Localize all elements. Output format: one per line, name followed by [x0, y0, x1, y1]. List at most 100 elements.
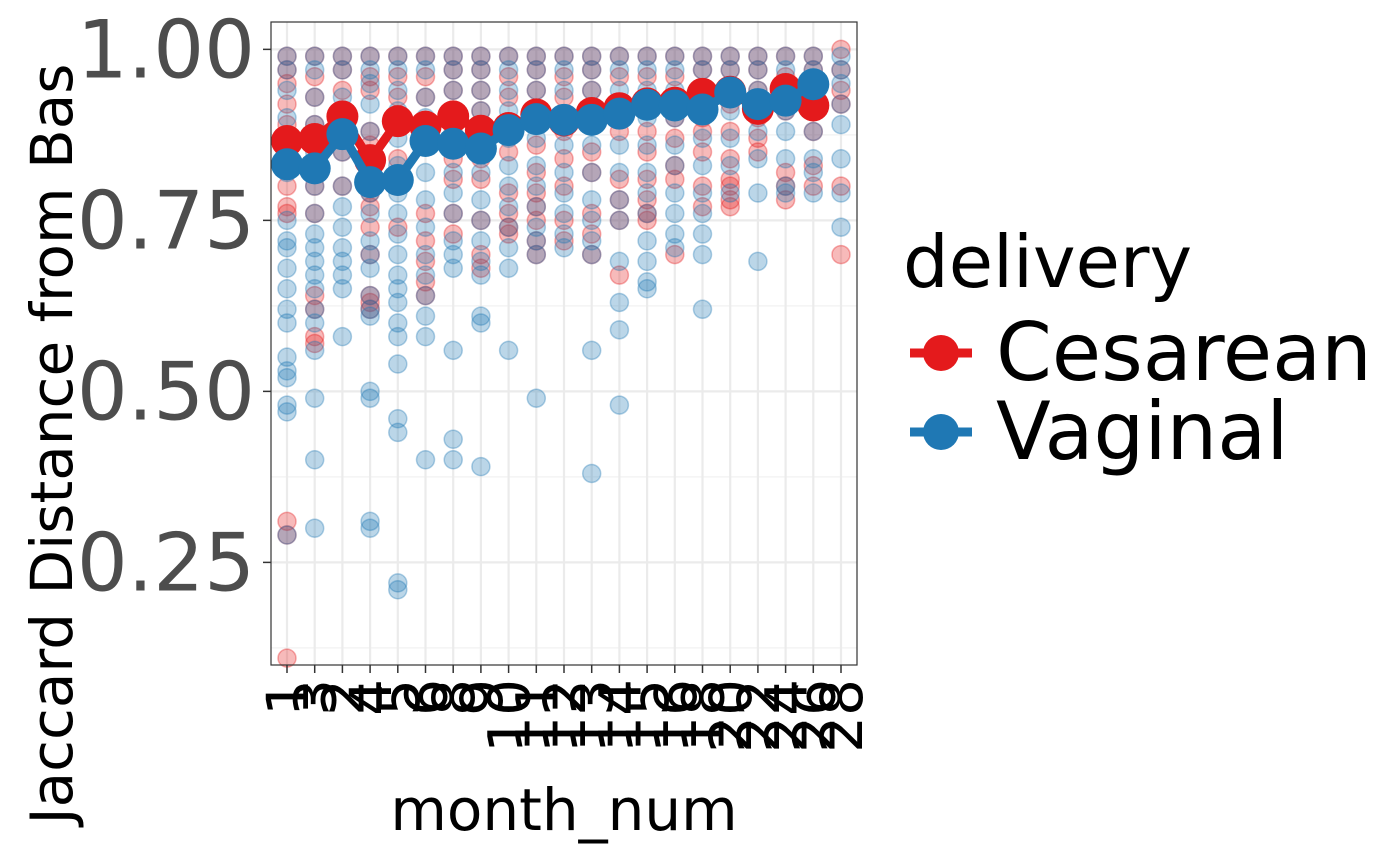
data-point-vaginal	[277, 395, 297, 415]
data-point-cesarean	[304, 46, 325, 66]
data-point-vaginal	[388, 422, 408, 443]
data-point-cesarean	[775, 46, 796, 66]
data-point-cesarean	[443, 203, 463, 224]
data-point-cesarean	[360, 80, 380, 101]
data-point-vaginal	[637, 272, 657, 292]
data-point-vaginal	[581, 46, 602, 66]
data-point-vaginal	[360, 381, 380, 402]
data-point-vaginal	[498, 46, 519, 66]
data-point-vaginal	[388, 313, 408, 333]
data-point-vaginal	[304, 60, 325, 80]
legend-label: Vaginal	[996, 385, 1289, 478]
data-point-vaginal	[831, 217, 851, 237]
data-point-cesarean	[720, 121, 740, 142]
x-tick-label: 4	[337, 679, 405, 716]
x-tick-label: 5	[365, 679, 433, 716]
data-point-vaginal	[388, 244, 408, 265]
data-point-vaginal	[388, 80, 408, 101]
x-tick-label: 3	[282, 679, 350, 716]
x-tick-label: 2	[309, 679, 377, 716]
data-point-cesarean	[277, 94, 297, 114]
data-point-vaginal	[277, 108, 297, 128]
data-point-vaginal	[277, 279, 297, 299]
data-point-vaginal	[415, 265, 436, 285]
data-point-cesarean	[609, 66, 630, 87]
data-point-cesarean	[498, 217, 519, 237]
data-point-cesarean	[581, 244, 602, 265]
data-point-vaginal	[665, 46, 685, 66]
y-axis-title: Jaccard Distance from Bas	[18, 63, 86, 827]
data-point-vaginal	[637, 251, 657, 272]
data-point-vaginal	[720, 183, 740, 203]
data-point-cesarean	[609, 265, 630, 285]
data-point-vaginal	[554, 60, 574, 80]
data-point-vaginal	[304, 450, 325, 470]
data-point-vaginal	[388, 265, 408, 285]
mean-point-vaginal	[437, 127, 470, 160]
data-point-cesarean	[360, 121, 380, 142]
data-point-cesarean	[415, 231, 436, 251]
data-point-vaginal	[360, 121, 380, 142]
data-point-vaginal	[665, 183, 685, 203]
data-point-vaginal	[304, 251, 325, 272]
data-point-cesarean	[720, 190, 740, 210]
data-point-vaginal	[637, 183, 657, 203]
data-point-cesarean	[388, 46, 408, 66]
mean-point-vaginal	[575, 103, 608, 136]
data-point-vaginal	[277, 347, 297, 367]
data-point-vaginal	[831, 73, 851, 94]
data-point-cesarean	[526, 46, 547, 66]
data-point-vaginal	[443, 244, 463, 265]
data-point-vaginal	[360, 244, 380, 265]
data-point-cesarean	[637, 203, 657, 224]
data-point-vaginal	[332, 46, 353, 66]
data-point-cesarean	[443, 169, 463, 190]
data-point-cesarean	[443, 80, 463, 101]
data-point-vaginal	[692, 244, 713, 265]
data-point-vaginal	[581, 162, 602, 183]
data-point-cesarean	[360, 244, 380, 265]
data-point-vaginal	[388, 203, 408, 224]
data-point-vaginal	[748, 46, 768, 66]
data-point-cesarean	[304, 203, 325, 224]
data-point-vaginal	[803, 149, 824, 169]
mean-point-vaginal	[769, 84, 802, 117]
data-point-cesarean	[332, 80, 353, 101]
x-tick-label: 10	[476, 679, 544, 753]
data-point-vaginal	[443, 450, 463, 470]
x-tick-label: 1	[254, 679, 322, 716]
data-point-vaginal	[415, 217, 436, 237]
data-point-vaginal	[304, 518, 325, 538]
data-point-vaginal	[388, 580, 408, 600]
data-point-vaginal	[831, 114, 851, 135]
data-point-vaginal	[609, 46, 630, 66]
data-point-vaginal	[388, 408, 408, 429]
data-point-cesarean	[415, 251, 436, 272]
data-point-cesarean	[692, 46, 713, 66]
data-point-cesarean	[526, 60, 547, 80]
x-axis-title: month_num	[390, 776, 737, 844]
data-point-cesarean	[526, 183, 547, 203]
data-point-cesarean	[471, 244, 491, 265]
y-tick-label: 0.25	[77, 516, 255, 609]
data-point-vaginal	[498, 217, 519, 237]
data-point-vaginal	[526, 196, 547, 217]
data-point-cesarean	[609, 190, 630, 210]
data-point-cesarean	[415, 46, 436, 66]
data-point-vaginal	[415, 87, 436, 107]
data-point-vaginal	[581, 231, 602, 251]
mean-point-cesarean	[381, 105, 414, 138]
data-point-vaginal	[443, 203, 463, 224]
data-point-cesarean	[304, 285, 325, 306]
data-point-vaginal	[748, 251, 768, 272]
data-point-vaginal	[277, 80, 297, 101]
data-point-cesarean	[415, 87, 436, 107]
x-tick-label: 13	[559, 679, 627, 753]
data-point-vaginal	[637, 203, 657, 224]
x-tick-label: 22	[725, 679, 793, 753]
data-point-vaginal	[277, 367, 297, 388]
data-point-cesarean	[581, 46, 602, 66]
data-point-cesarean	[471, 46, 491, 66]
data-point-vaginal	[609, 135, 630, 155]
